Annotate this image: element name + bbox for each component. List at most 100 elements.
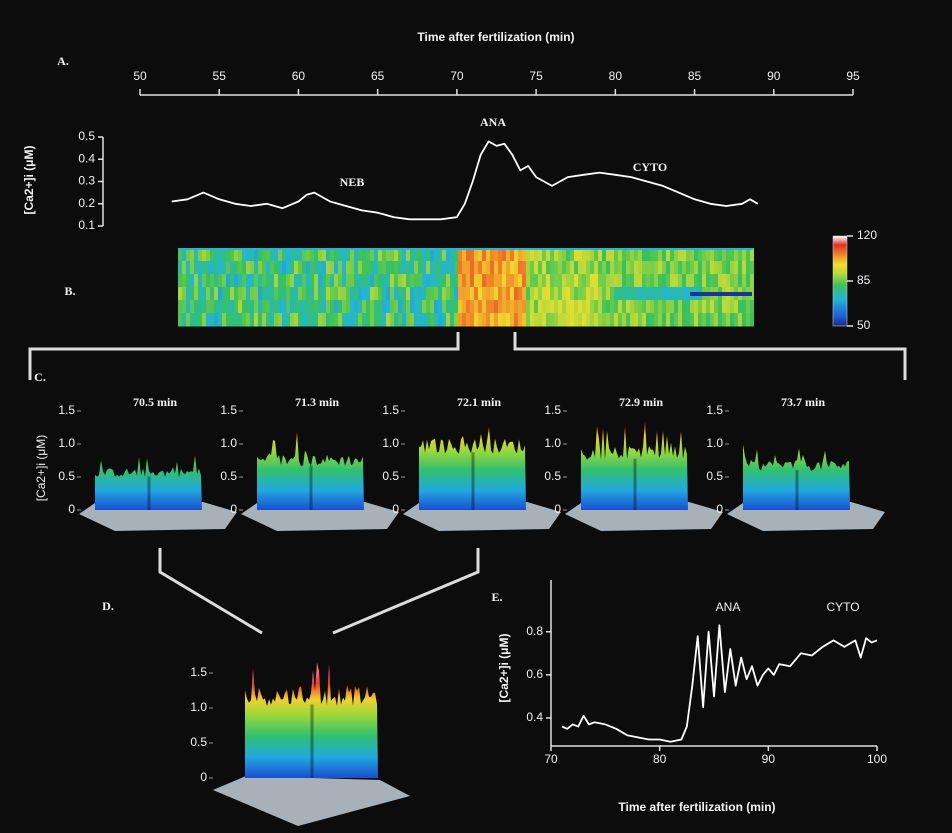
heatmap-cell bbox=[382, 287, 386, 301]
heatmap-cell bbox=[386, 248, 390, 262]
heatmap-cell bbox=[254, 300, 258, 314]
heatmap-cell bbox=[530, 274, 534, 288]
heatmap-cell bbox=[390, 313, 394, 327]
heatmap-cell bbox=[490, 287, 494, 301]
heatmap-cell bbox=[542, 261, 546, 275]
heatmap-cell bbox=[326, 261, 330, 275]
heatmap-cell bbox=[474, 261, 478, 275]
heatmap-cell bbox=[186, 261, 190, 275]
heatmap-cell bbox=[478, 274, 482, 288]
heatmap-cell bbox=[450, 261, 454, 275]
heatmap-cell bbox=[322, 261, 326, 275]
heatmap-cell bbox=[334, 274, 338, 288]
heatmap-cell bbox=[394, 248, 398, 262]
heatmap-cell bbox=[310, 248, 314, 262]
heatmap-cell bbox=[290, 313, 294, 327]
heatmap-cell bbox=[378, 313, 382, 327]
heatmap-image bbox=[178, 248, 754, 327]
heatmap-cell bbox=[590, 274, 594, 288]
heatmap-cell bbox=[262, 287, 266, 301]
heatmap-cell bbox=[586, 248, 590, 262]
heatmap-cell bbox=[458, 261, 462, 275]
heatmap-cell bbox=[322, 300, 326, 314]
heatmap-cell bbox=[562, 274, 566, 288]
heatmap-cell bbox=[506, 248, 510, 262]
heatmap-cell bbox=[302, 313, 306, 327]
heatmap-cell bbox=[582, 248, 586, 262]
heatmap-cell bbox=[706, 300, 710, 314]
heatmap-cell bbox=[466, 287, 470, 301]
heatmap-cell bbox=[742, 248, 746, 262]
heatmap-cell bbox=[418, 248, 422, 262]
heatmap-cell bbox=[626, 274, 630, 288]
heatmap-cell bbox=[286, 287, 290, 301]
heatmap-cell bbox=[402, 287, 406, 301]
heatmap-cell bbox=[334, 261, 338, 275]
zoom-line-right bbox=[333, 548, 478, 633]
heatmap-cell bbox=[470, 287, 474, 301]
heatmap-cell bbox=[554, 274, 558, 288]
heatmap-cell bbox=[618, 248, 622, 262]
heatmap-cell bbox=[274, 274, 278, 288]
heatmap-cell bbox=[662, 274, 666, 288]
heatmap-cell bbox=[662, 287, 666, 301]
heatmap-cell bbox=[686, 313, 690, 327]
heatmap-cell bbox=[194, 248, 198, 262]
heatmap-cell bbox=[734, 300, 738, 314]
heatmap-cell bbox=[570, 313, 574, 327]
heatmap-cell bbox=[502, 261, 506, 275]
heatmap-cell bbox=[306, 313, 310, 327]
heatmap-cell bbox=[442, 300, 446, 314]
heatmap-cell bbox=[630, 248, 634, 262]
heatmap-cell bbox=[422, 287, 426, 301]
heatmap-cell bbox=[246, 287, 250, 301]
heatmap-cell bbox=[490, 313, 494, 327]
heatmap-cell bbox=[714, 274, 718, 288]
heatmap-cell bbox=[238, 261, 242, 275]
heatmap-cell bbox=[430, 313, 434, 327]
heatmap-cell bbox=[526, 274, 530, 288]
heatmap-cell bbox=[402, 313, 406, 327]
heatmap-cell bbox=[658, 248, 662, 262]
heatmap-cell bbox=[354, 261, 358, 275]
heatmap-cell bbox=[282, 300, 286, 314]
heatmap-cell bbox=[374, 300, 378, 314]
heatmap-cell bbox=[622, 300, 626, 314]
heatmap-cell bbox=[350, 313, 354, 327]
heatmap-cell bbox=[438, 274, 442, 288]
heatmap-cell bbox=[646, 261, 650, 275]
surface-notch bbox=[796, 470, 799, 510]
data-line bbox=[172, 141, 758, 219]
heatmap-cell bbox=[662, 300, 666, 314]
heatmap-cell bbox=[322, 248, 326, 262]
heatmap-cell bbox=[406, 248, 410, 262]
colorbar bbox=[833, 236, 847, 326]
heatmap-cell bbox=[426, 287, 430, 301]
heatmap-cell bbox=[670, 287, 674, 301]
heatmap-cell bbox=[270, 261, 274, 275]
heatmap-cell bbox=[626, 248, 630, 262]
heatmap-cell bbox=[230, 287, 234, 301]
heatmap-cell bbox=[526, 261, 530, 275]
heatmap-cell bbox=[526, 287, 530, 301]
heatmap-cell bbox=[314, 261, 318, 275]
heatmap-cell bbox=[390, 274, 394, 288]
heatmap-dark-band bbox=[690, 292, 752, 296]
heatmap-cell bbox=[702, 248, 706, 262]
heatmap-cell bbox=[710, 313, 714, 327]
heatmap-cell bbox=[538, 274, 542, 288]
heatmap-cell bbox=[370, 274, 374, 288]
heatmap-cell bbox=[598, 274, 602, 288]
heatmap-cell bbox=[510, 248, 514, 262]
heatmap-cell bbox=[438, 313, 442, 327]
heatmap-cell bbox=[594, 300, 598, 314]
heatmap-cell bbox=[410, 248, 414, 262]
heatmap-cell bbox=[610, 261, 614, 275]
heatmap-cell bbox=[742, 274, 746, 288]
heatmap-cell bbox=[458, 287, 462, 301]
heatmap-cell bbox=[378, 300, 382, 314]
heatmap-cell bbox=[302, 287, 306, 301]
heatmap-cell bbox=[342, 287, 346, 301]
y-tick-label: 1.5 bbox=[382, 403, 399, 417]
heatmap-cell bbox=[562, 261, 566, 275]
